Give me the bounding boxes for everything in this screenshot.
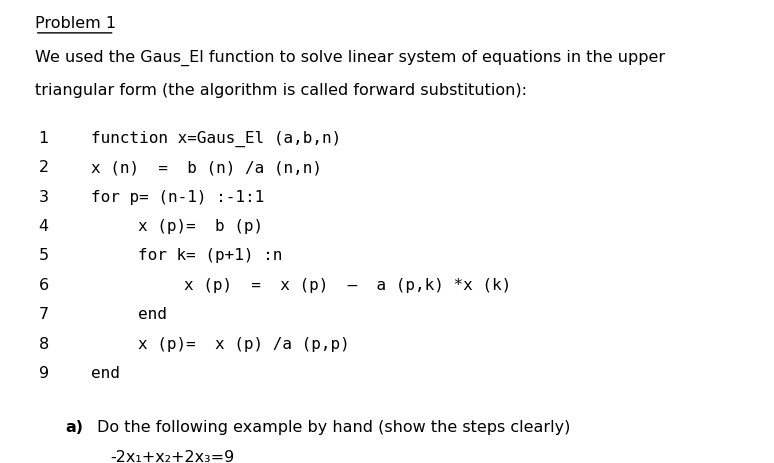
Text: x (n)  =  b (n) /a (n,n): x (n) = b (n) /a (n,n) [91, 160, 322, 175]
Text: end: end [138, 307, 166, 321]
Text: 6: 6 [39, 277, 49, 292]
Text: x (p)=  x (p) /a (p,p): x (p)= x (p) /a (p,p) [138, 336, 350, 351]
Text: function x=Gaus_El (a,b,n): function x=Gaus_El (a,b,n) [91, 131, 341, 147]
Text: -2x₁+x₂+2x₃=9: -2x₁+x₂+2x₃=9 [111, 449, 235, 463]
Text: Do the following example by hand (show the steps clearly): Do the following example by hand (show t… [97, 419, 570, 435]
Text: for p= (n-1) :-1:1: for p= (n-1) :-1:1 [91, 189, 265, 204]
Text: 5: 5 [39, 248, 49, 263]
Text: 1: 1 [39, 131, 49, 145]
Text: 4: 4 [39, 219, 49, 233]
Text: 9: 9 [39, 365, 49, 380]
Text: 2: 2 [39, 160, 49, 175]
Text: x (p)  =  x (p)  –  a (p,k) *x (k): x (p) = x (p) – a (p,k) *x (k) [184, 277, 512, 292]
Text: Problem 1: Problem 1 [35, 16, 116, 31]
Text: x (p)=  b (p): x (p)= b (p) [138, 219, 263, 233]
Text: 8: 8 [39, 336, 49, 351]
Text: a): a) [66, 419, 84, 435]
Text: We used the Gaus_El function to solve linear system of equations in the upper: We used the Gaus_El function to solve li… [35, 50, 665, 66]
Text: for k= (p+1) :n: for k= (p+1) :n [138, 248, 283, 263]
Text: 3: 3 [39, 189, 49, 204]
Text: end: end [91, 365, 120, 380]
Text: triangular form (the algorithm is called forward substitution):: triangular form (the algorithm is called… [35, 83, 527, 98]
Text: 7: 7 [39, 307, 49, 321]
